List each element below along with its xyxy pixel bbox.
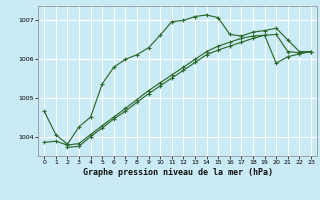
X-axis label: Graphe pression niveau de la mer (hPa): Graphe pression niveau de la mer (hPa) [83, 168, 273, 177]
